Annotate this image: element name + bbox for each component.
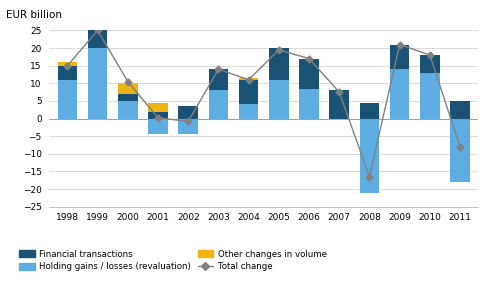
Bar — [148, 103, 168, 112]
Bar — [239, 78, 258, 80]
Bar — [148, 119, 168, 134]
Bar — [239, 80, 258, 105]
Bar — [58, 62, 77, 66]
Text: EUR billion: EUR billion — [6, 10, 63, 20]
Bar — [118, 94, 138, 101]
Bar — [299, 88, 319, 119]
Bar — [329, 119, 349, 120]
Bar — [269, 48, 289, 80]
Bar — [450, 101, 470, 119]
Bar — [329, 90, 349, 119]
Bar — [269, 80, 289, 119]
Bar — [420, 55, 440, 73]
Bar — [118, 101, 138, 119]
Bar — [390, 44, 410, 69]
Bar — [58, 80, 77, 119]
Bar — [209, 69, 228, 90]
Bar — [360, 119, 379, 193]
Bar — [239, 105, 258, 119]
Legend: Financial transactions, Holding gains / losses (revaluation), Other changes in v: Financial transactions, Holding gains / … — [19, 250, 326, 271]
Bar — [360, 103, 379, 119]
Bar — [178, 106, 198, 119]
Bar — [118, 83, 138, 94]
Bar — [390, 69, 410, 119]
Bar — [88, 30, 107, 48]
Bar — [178, 119, 198, 134]
Bar — [58, 66, 77, 80]
Bar — [88, 48, 107, 119]
Bar — [148, 112, 168, 119]
Bar — [420, 73, 440, 119]
Bar — [209, 90, 228, 119]
Bar — [450, 119, 470, 182]
Bar — [299, 59, 319, 88]
Bar — [88, 119, 107, 120]
